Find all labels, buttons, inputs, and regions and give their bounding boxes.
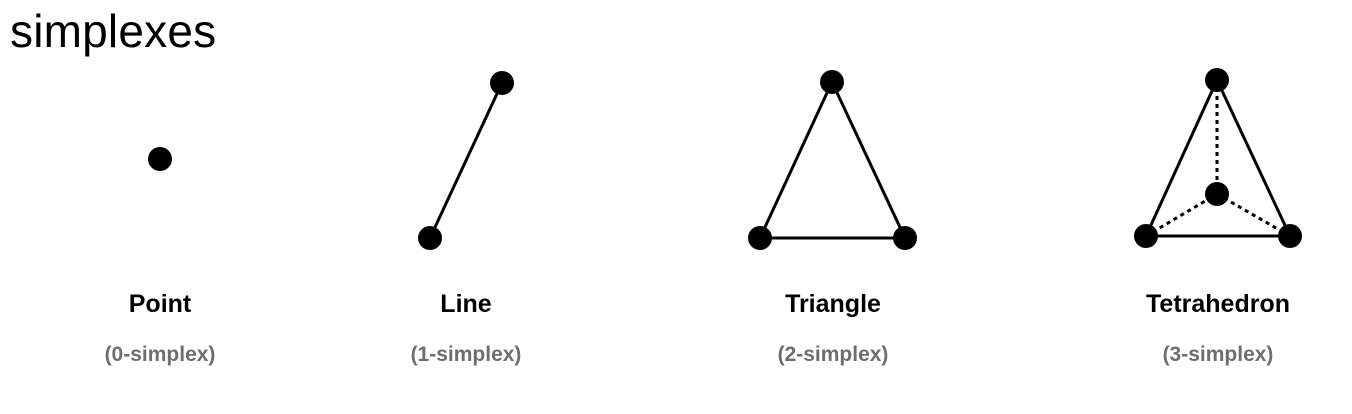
triangle-vertex-top — [820, 70, 844, 94]
tetrahedron-hidden-edge-left — [1145, 192, 1218, 238]
tetrahedron-subtitle: (3-simplex) — [1162, 343, 1274, 366]
page-title: simplexes — [10, 5, 217, 57]
line-subtitle: (1-simplex) — [410, 343, 522, 366]
point-figure — [148, 147, 172, 171]
tetrahedron-figure — [1134, 68, 1302, 248]
tetrahedron-vertex-right — [1278, 224, 1302, 248]
tetrahedron-vertex-top — [1205, 68, 1229, 92]
triangle-subtitle: (2-simplex) — [777, 343, 889, 366]
line-vertex-bottom — [418, 226, 442, 250]
tetrahedron-vertex-center — [1205, 182, 1229, 206]
tetrahedron-hidden-edge-right — [1216, 192, 1291, 238]
triangle-name: Triangle — [785, 290, 881, 318]
triangle-vertex-left — [748, 226, 772, 250]
tetrahedron-vertex-left — [1134, 224, 1158, 248]
point-name: Point — [128, 290, 192, 318]
triangle-figure — [748, 70, 917, 250]
line-name: Line — [440, 290, 492, 318]
tetrahedron-edge-right — [1215, 79, 1292, 237]
tetrahedron-edge-left — [1144, 79, 1219, 237]
line-vertex-top — [490, 71, 514, 95]
tetrahedron-name: Tetrahedron — [1146, 290, 1290, 318]
triangle-vertex-right — [893, 226, 917, 250]
point-vertex — [148, 147, 172, 171]
point-subtitle: (0-simplex) — [104, 343, 216, 366]
triangle-edge-left — [758, 81, 834, 239]
line-figure — [418, 71, 514, 250]
line-edge — [428, 82, 504, 239]
triangle-edge-right — [830, 81, 907, 239]
